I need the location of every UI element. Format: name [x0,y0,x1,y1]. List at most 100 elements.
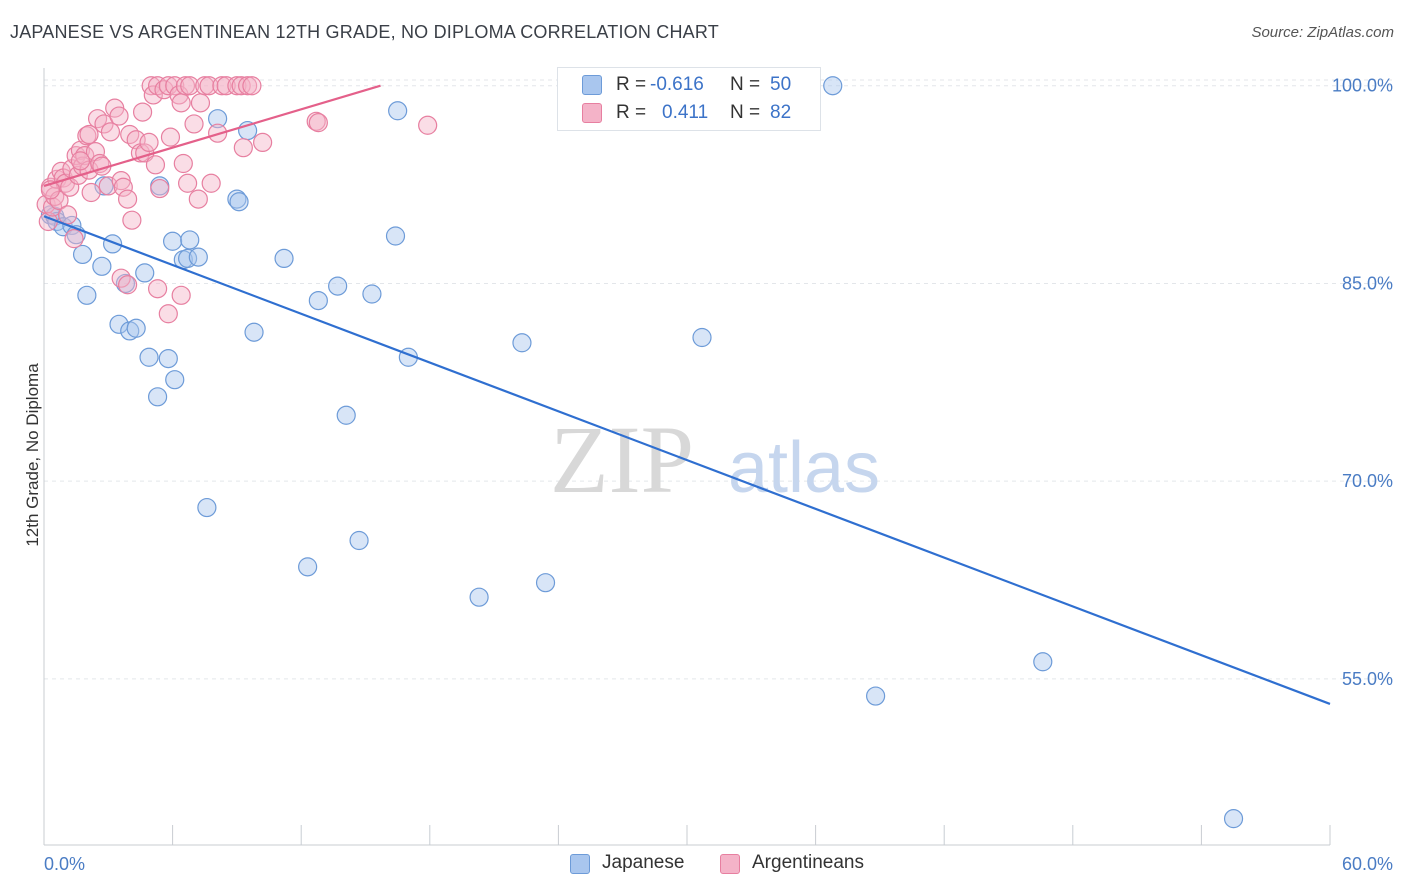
y-axis-label: 12th Grade, No Diploma [23,363,42,547]
argentineans-point [158,304,178,324]
argentineans-point [87,109,108,129]
japanese-point [92,256,112,276]
argentineans-point [147,279,168,299]
japanese-point [692,327,712,348]
japanese-point [126,318,146,338]
argentineans-point [238,76,258,96]
japanese-point [227,189,247,209]
argentineans-point [100,122,121,142]
legend-argentineans-label: Argentineans [752,852,864,873]
japanese-point [208,109,228,129]
argentineans-swatch [582,103,602,123]
x-tick-label: 0.0% [44,854,85,874]
y-tick-label: 85.0% [1342,273,1393,293]
series-argentineans [36,76,438,324]
legend-japanese-label: Japanese [602,852,685,873]
axes [43,68,1331,846]
argentineans-point [113,177,133,197]
japanese-point [188,247,208,267]
argentineans-point [216,76,236,96]
argentineans-point [165,76,185,96]
japanese-point [274,248,294,269]
argentineans-point [117,275,138,295]
japanese-point [197,497,217,518]
correlation-legend: R = -0.616 N = 50 R = 0.411 N = 82 [557,67,821,131]
argentineans-point [253,132,273,153]
argentineans-point [231,76,251,96]
japanese-point [163,231,183,251]
source-label: Source: ZipAtlas.com [1251,24,1394,41]
japanese-point [308,290,328,311]
watermark-zip: ZIP [550,406,694,513]
argentineans-point [180,76,200,96]
trend-lines [43,84,1331,705]
argentineans-point [160,127,181,147]
axis-labels: 100.0% 85.0% 70.0% 55.0% 0.0% 60.0% 12th Grade… [23,76,1393,874]
argentineans-point [212,76,232,96]
r-value: 0.411 [662,102,709,123]
argentineans-point [117,189,138,209]
y-tick-label: 55.0% [1342,669,1393,689]
japanese-point [328,276,348,296]
japanese-point [1223,809,1244,829]
argentineans-point [188,189,208,209]
argentineans-point [195,76,215,96]
n-value: 82 [770,102,792,123]
japanese-point [866,686,886,706]
argentineans-point [171,285,191,305]
japanese-point [158,348,178,369]
argentineans-point [418,115,438,135]
y-tick-label: 100.0% [1332,76,1393,96]
japanese-point [512,333,532,353]
japanese-point [298,557,318,577]
japanese-point [77,285,97,305]
argentineans-swatch [720,854,740,874]
japanese-point [244,322,264,342]
argentineans-point [98,176,118,196]
argentineans-point [122,210,142,230]
japanese-point [139,347,159,367]
y-tick-label: 70.0% [1342,471,1393,491]
argentineans-point [94,114,114,134]
japanese-point [385,226,406,246]
japanese-swatch [570,854,590,874]
argentineans-point [227,76,247,96]
japanese-swatch [582,75,602,95]
argentineans-point [201,173,221,193]
argentineans-point [308,113,328,133]
japanese-trend-line [43,215,1331,705]
argentineans-point [173,153,193,174]
argentineans-point [139,132,159,153]
japanese-point [336,405,356,425]
argentineans-point [120,124,140,145]
watermark-atlas: atlas [728,428,880,508]
n-value: 50 [770,74,792,95]
argentineans-point [145,155,166,175]
japanese-point [823,76,843,96]
argentineans-point [143,85,163,105]
argentineans-point [109,106,129,126]
argentineans-point [190,93,211,113]
japanese-point [229,192,249,212]
japanese-point [147,387,168,407]
n-label: N = [730,102,761,123]
argentineans-point [70,151,91,171]
japanese-point [180,230,200,250]
argentineans-point [79,124,99,145]
r-label: R = [616,74,647,95]
argentineans-trend-line [43,84,381,187]
japanese-point [349,530,369,551]
x-tick-label: 60.0% [1342,854,1393,874]
japanese-point [1033,652,1053,672]
argentineans-point [64,229,84,249]
japanese-point [72,244,93,265]
argentineans-point [233,138,253,158]
argentineans-point [184,114,204,134]
r-value: -0.616 [650,74,704,95]
r-label: R = [616,102,647,123]
japanese-point [535,573,556,593]
japanese-point [165,370,185,390]
argentineans-point [175,76,196,96]
japanese-point [388,101,408,121]
